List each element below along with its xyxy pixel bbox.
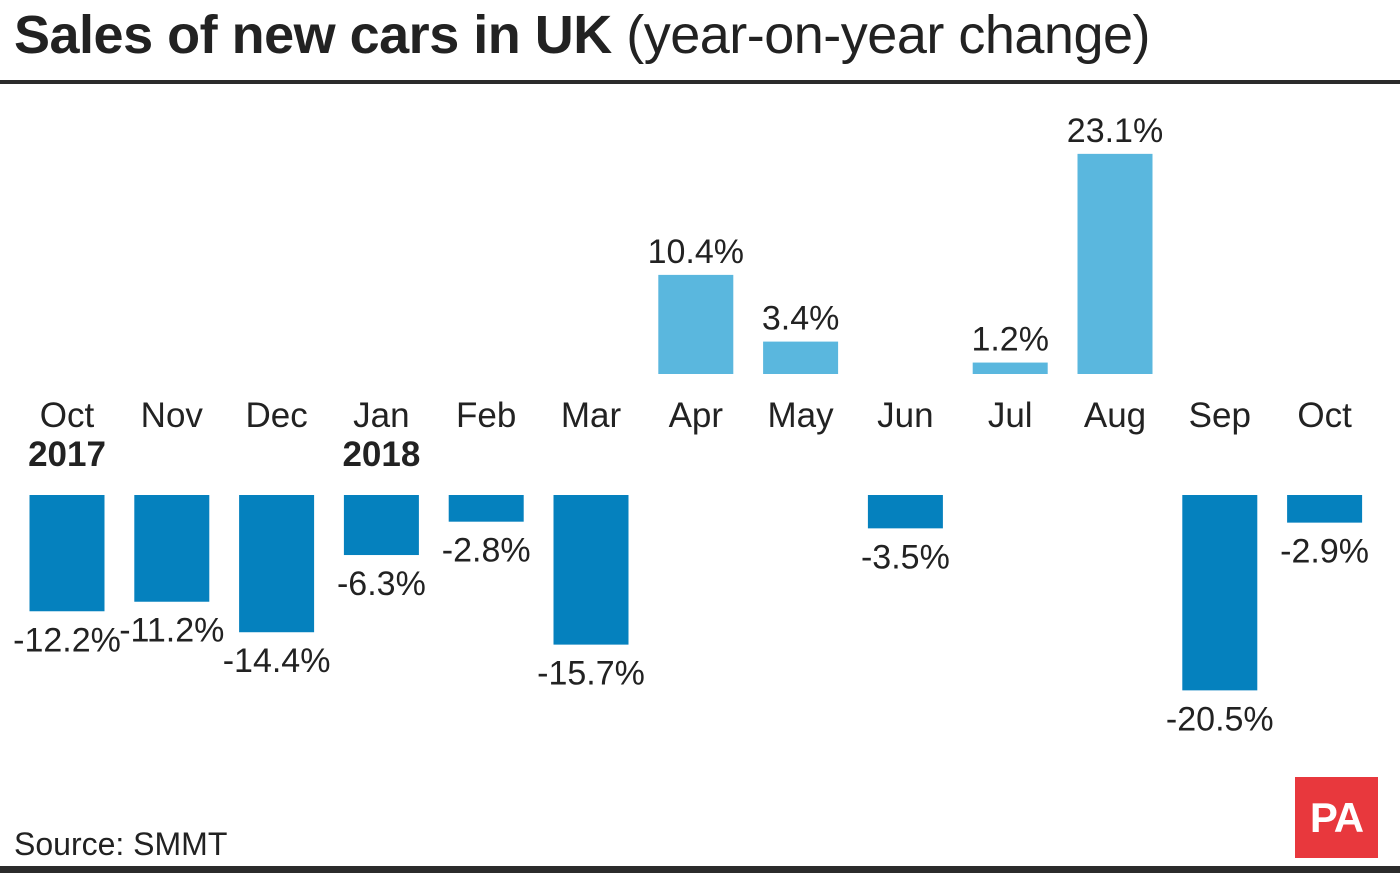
data-label-9: 1.2% <box>971 321 1049 359</box>
bar-1 <box>134 495 210 602</box>
bottom-divider <box>0 866 1400 873</box>
chart-title-subtitle: (year-on-year change) <box>626 5 1150 65</box>
data-label-8: -3.5% <box>861 538 950 576</box>
bar-6 <box>658 274 734 374</box>
tick-label-11: Sep <box>1189 396 1251 435</box>
tick-label-6: Apr <box>669 396 724 435</box>
title-divider <box>0 80 1400 84</box>
bar-11 <box>1182 495 1258 691</box>
data-label-6: 10.4% <box>648 233 744 271</box>
data-label-3: -6.3% <box>337 565 426 603</box>
data-label-4: -2.8% <box>442 532 531 570</box>
tick-label-2: Dec <box>245 396 307 435</box>
year-label-3: 2018 <box>342 435 420 474</box>
tick-label-7: May <box>768 396 835 435</box>
tick-label-8: Jun <box>877 396 933 435</box>
bar-5 <box>553 495 629 645</box>
tick-label-0: Oct <box>40 396 95 435</box>
tick-label-9: Jul <box>988 396 1033 435</box>
chart-title-main: Sales of new cars in UK <box>14 5 612 65</box>
bar-10 <box>1077 153 1153 374</box>
data-label-11: -20.5% <box>1166 700 1274 738</box>
tick-label-5: Mar <box>561 396 622 435</box>
bar-0 <box>29 495 105 612</box>
bar-4 <box>448 495 524 522</box>
tick-label-4: Feb <box>456 396 516 435</box>
bar-12 <box>1287 495 1363 523</box>
data-label-1: -11.2% <box>119 612 224 650</box>
data-label-10: 23.1% <box>1067 112 1163 150</box>
tick-label-1: Nov <box>141 396 204 435</box>
data-label-12: -2.9% <box>1280 533 1369 571</box>
bar-7 <box>763 341 839 374</box>
bar-2 <box>239 495 315 633</box>
bar-8 <box>867 495 943 529</box>
bar-9 <box>972 362 1048 374</box>
data-label-2: -14.4% <box>223 642 331 680</box>
bar-3 <box>343 495 419 556</box>
tick-label-3: Jan <box>353 396 409 435</box>
data-label-0: -12.2% <box>13 621 121 659</box>
pa-logo: PA <box>1295 777 1378 858</box>
chart-title: Sales of new cars in UK (year-on-year ch… <box>14 2 1150 68</box>
data-label-5: -15.7% <box>537 655 645 693</box>
tick-label-12: Oct <box>1297 396 1352 435</box>
data-label-7: 3.4% <box>762 300 840 338</box>
tick-label-10: Aug <box>1084 396 1146 435</box>
year-label-0: 2017 <box>28 435 106 474</box>
source-note: Source: SMMT <box>14 826 228 862</box>
